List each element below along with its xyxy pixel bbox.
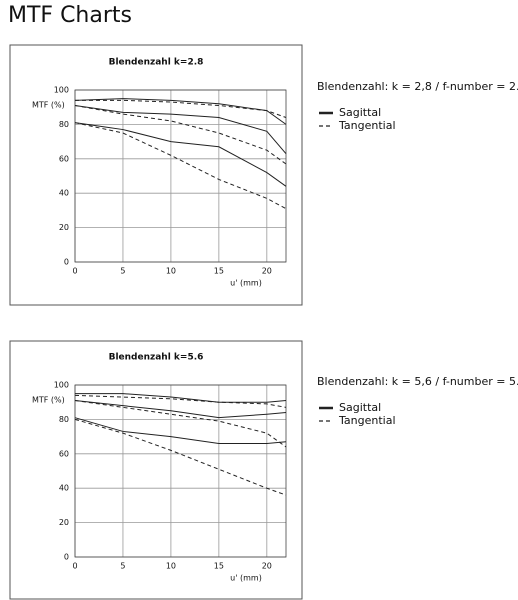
mtf-line [75,393,287,403]
caption: Blendenzahl: k = 5,6 / f-number = 5.6 [317,375,518,388]
y-tick-label: 40 [59,189,69,198]
plot-frame [74,89,287,263]
page-title: MTF Charts [8,3,132,28]
mtf-line [74,122,287,210]
chart-frame [9,44,303,306]
chart-title: Blendenzahl k=2.8 [109,58,204,68]
x-tick-label: 0 [72,267,77,276]
chart-frame [9,340,303,600]
plot-frame [74,384,287,558]
x-tick-label: 5 [120,562,125,571]
mtf-line [75,99,287,118]
y-tick-label: 100 [54,381,69,390]
caption: Blendenzahl: k = 2,8 / f-number = 2.8 [317,80,518,93]
x-axis-label: u' (mm) [230,279,262,288]
y-tick-label: 60 [59,154,69,163]
mtf-line [74,417,287,444]
y-tick-label: 40 [59,484,69,493]
legend-label: Tangential [338,414,396,427]
x-tick-label: 10 [166,267,176,276]
x-tick-label: 20 [262,267,272,276]
mtf-line [74,122,287,187]
x-tick-label: 15 [214,562,224,571]
x-tick-label: 0 [72,562,77,571]
x-axis-label: u' (mm) [230,574,262,583]
y-tick-label: 0 [64,258,69,267]
y-tick-label: 20 [59,518,69,527]
legend-label: Sagittal [339,401,381,414]
mtf-line [74,98,287,125]
y-axis-label: MTF (%) [32,101,65,110]
x-tick-label: 10 [166,562,176,571]
legend-label: Tangential [338,119,396,132]
mtf-line [74,399,287,448]
y-tick-label: 80 [59,120,69,129]
y-tick-label: 80 [59,415,69,424]
x-tick-label: 20 [262,562,272,571]
mtf-line [74,394,287,408]
mtf-line [74,104,287,165]
y-tick-label: 0 [64,553,69,562]
mtf-line [74,418,287,496]
y-tick-label: 100 [54,86,69,95]
y-tick-label: 60 [59,449,69,458]
mtf-line [74,104,287,154]
x-tick-label: 5 [120,267,125,276]
x-tick-label: 15 [214,267,224,276]
chart-title: Blendenzahl k=5.6 [109,353,204,363]
mtf-line [74,399,287,419]
y-axis-label: MTF (%) [32,396,65,405]
y-tick-label: 20 [59,223,69,232]
legend-label: Sagittal [339,106,381,119]
